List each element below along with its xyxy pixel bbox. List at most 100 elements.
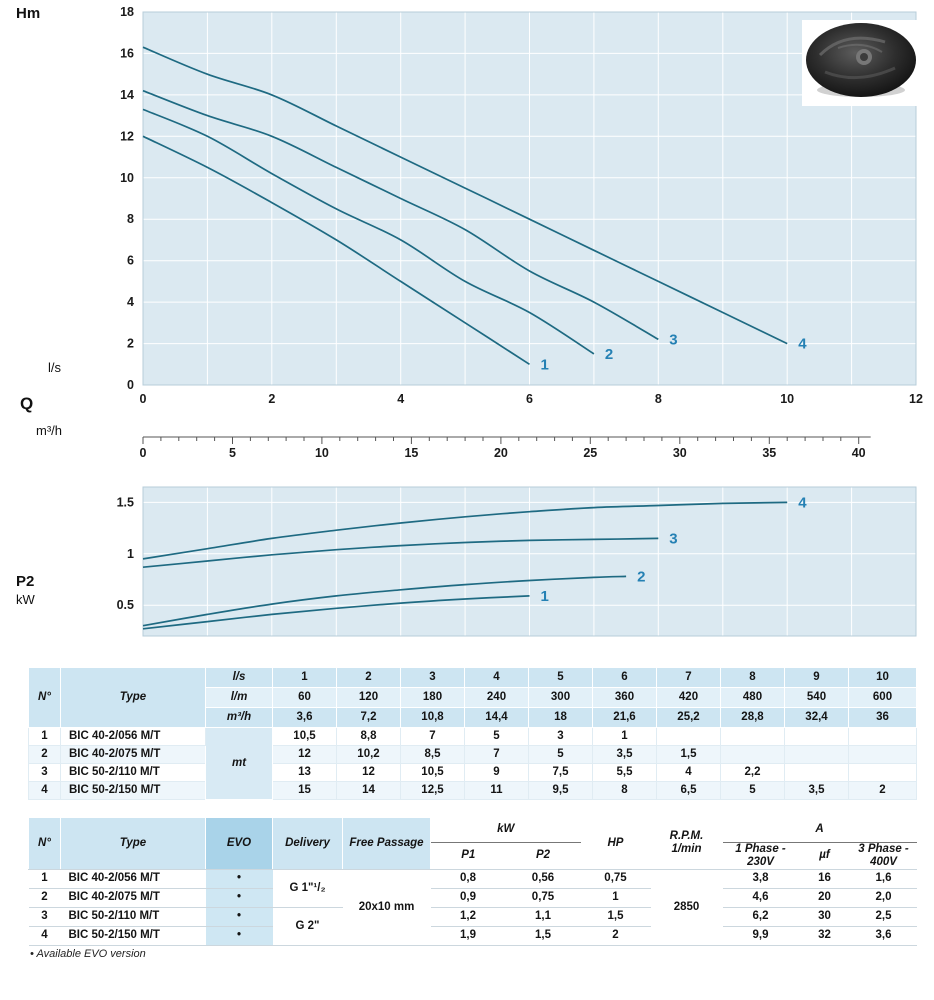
pump-row: 4 BIC 50-2/150 M/T • 1,9 1,5 2 9,9 32 3,6 [28, 926, 917, 946]
capacitor-uf: 32 [798, 926, 851, 946]
head-value-5: 9,5 [528, 781, 593, 800]
row-number: 3 [28, 763, 61, 782]
hp-value: 2 [580, 926, 651, 946]
col-header-3phase-400v: 3 Phase - 400V [850, 842, 917, 870]
x-tick-label: 8 [655, 392, 662, 406]
col-header-1phase-230v: 1 Phase - 230V [722, 842, 799, 870]
head-value-10: 2 [848, 781, 917, 800]
flow-value-1: 1 [272, 667, 337, 688]
current-230v: 9,9 [722, 926, 799, 946]
y-tick-label: 2 [127, 337, 134, 351]
flow-value-1: 3,6 [272, 707, 337, 728]
y-tick-label: 4 [127, 295, 134, 309]
hp-value: 1 [580, 888, 651, 908]
unit-mt: mt [205, 727, 273, 800]
header-row: N° Type l/s 1 2 3 4 5 6 7 8 9 10 [28, 667, 917, 728]
curve-label-2: 2 [637, 568, 645, 585]
pump-type: BIC 40-2/075 M/T [60, 745, 206, 764]
flow-value-3: 10,8 [400, 707, 465, 728]
flow-value-5: 5 [528, 667, 593, 688]
curve-1 [142, 135, 530, 366]
y-tick-label: 18 [120, 5, 134, 19]
evo-available-dot: • [205, 888, 273, 908]
header-row: P1 P2 1 Phase - 230V µf 3 Phase - 400V [29, 842, 917, 870]
flow-value-9: 540 [784, 687, 849, 708]
p1-value: 0,9 [430, 888, 506, 908]
pump-row: 1 BIC 40-2/056 M/T mt 10,5 8,8 7 5 3 1 [28, 727, 917, 800]
col-header-type: Type [60, 818, 206, 870]
y-tick-label: 8 [127, 212, 134, 226]
flow-value-5: 300 [528, 687, 593, 708]
current-400v: 3,6 [850, 926, 917, 946]
flow-value-10: 600 [848, 687, 917, 708]
x2-tick-label: 15 [404, 446, 418, 460]
row-number: 4 [28, 781, 61, 800]
corner-header-no: N° [28, 667, 61, 728]
current-400v: 1,6 [850, 869, 917, 889]
x2-tick-label: 40 [852, 446, 866, 460]
head-value-4: 7 [464, 745, 529, 764]
curve-label-2: 2 [605, 346, 613, 363]
x2-tick-label: 35 [762, 446, 776, 460]
pump-row: 2 BIC 40-2/075 M/T • 0,9 0,75 1 4,6 20 2,0 [28, 888, 917, 908]
head-value-3: 12,5 [400, 781, 465, 800]
y-tick-label: 1.5 [117, 495, 134, 509]
col-header-hp: HP [580, 818, 651, 870]
y-axis-label-hm: Hm [16, 5, 41, 22]
pump-row: 2 BIC 40-2/075 M/T 12 10,2 8,5 7 5 3,5 1,5 [28, 745, 917, 764]
curve-2 [142, 575, 627, 627]
col-group-kw: kW [430, 818, 581, 843]
x2-tick-label: 5 [229, 446, 236, 460]
pump-type: BIC 50-2/150 M/T [60, 781, 206, 800]
flow-value-5: 18 [528, 707, 593, 728]
p2-value: 0,75 [505, 888, 581, 908]
curve-label-4: 4 [798, 494, 807, 511]
x-tick-label: 2 [268, 392, 275, 406]
curve-3 [142, 537, 659, 569]
curve-4 [142, 46, 788, 345]
head-value-3: 10,5 [400, 763, 465, 782]
head-value-8 [720, 745, 785, 764]
rpm-value: 2850 [650, 869, 723, 946]
pump-row: 4 BIC 50-2/150 M/T 15 14 12,5 11 9,5 8 6,5 5 3,5 2 [28, 781, 917, 800]
head-value-7: 1,5 [656, 745, 721, 764]
x-axis-label-q: Q [20, 394, 34, 413]
pump-curves: 1 2 3 4 [142, 494, 807, 630]
hydraulic-performance-table: N° Type l/s 1 2 3 4 5 6 7 8 9 10 l/m 60 120 180 240 300 360… [28, 667, 917, 800]
head-value-8: 5 [720, 781, 785, 800]
p2-value: 1,1 [505, 907, 581, 927]
flow-value-9: 32,4 [784, 707, 849, 728]
col-header-uf: µf [798, 842, 851, 870]
col-header-free-passage: Free Passage [342, 818, 431, 870]
x2-tick-label: 0 [140, 446, 147, 460]
head-value-2: 10,2 [336, 745, 401, 764]
x-tick-label: 0 [140, 392, 147, 406]
col-header-evo: EVO [205, 818, 273, 870]
x-tick-label: 6 [526, 392, 533, 406]
flow-value-1: 60 [272, 687, 337, 708]
curve-4 [142, 501, 788, 560]
tick-labels: 0.5 1 1.5 [117, 495, 134, 612]
y-tick-label: 1 [127, 547, 134, 561]
evo-available-dot: • [205, 926, 273, 946]
y-tick-label: 16 [120, 46, 134, 60]
p1-value: 0,8 [430, 869, 506, 889]
electrical-table: N° Type EVO Delivery Free Passage kW HP R.P.M. … [28, 818, 917, 946]
row-number: 2 [28, 745, 61, 764]
flow-value-3: 180 [400, 687, 465, 708]
head-value-5: 3 [528, 727, 593, 746]
technical-data-table: N° Type EVO Delivery Free Passage kW HP R.P.M. … [28, 818, 917, 946]
y-tick-label: 0.5 [117, 598, 134, 612]
corner-header-type: Type [60, 667, 206, 728]
capacitor-uf: 16 [798, 869, 851, 889]
head-value-2: 14 [336, 781, 401, 800]
evo-available-dot: • [205, 869, 273, 889]
head-value-10 [848, 763, 917, 782]
y-tick-label: 14 [120, 88, 134, 102]
row-number: 3 [28, 907, 61, 927]
pump-row: 3 BIC 50-2/110 M/T 13 12 10,5 9 7,5 5,5 4 2,2 [28, 763, 917, 782]
curve-label-1: 1 [541, 588, 549, 605]
flow-value-7: 420 [656, 687, 721, 708]
